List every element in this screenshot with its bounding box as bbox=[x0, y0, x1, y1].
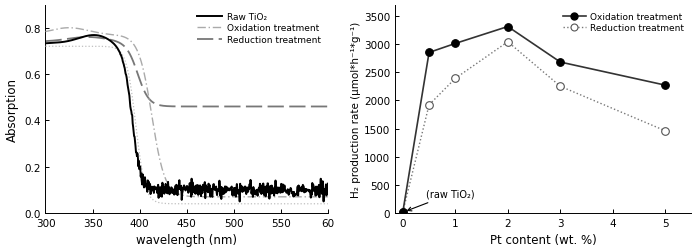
Text: (raw TiO₂): (raw TiO₂) bbox=[408, 189, 475, 211]
X-axis label: Pt content (wt. %): Pt content (wt. %) bbox=[490, 234, 597, 246]
Y-axis label: Absorption: Absorption bbox=[6, 77, 19, 141]
X-axis label: wavelength (nm): wavelength (nm) bbox=[136, 234, 237, 246]
Y-axis label: H₂ production rate (μmol*h⁻¹*g⁻¹): H₂ production rate (μmol*h⁻¹*g⁻¹) bbox=[351, 22, 361, 197]
Legend: Raw TiO₂, Oxidation treatment, Reduction treatment: Raw TiO₂, Oxidation treatment, Reduction… bbox=[194, 10, 323, 48]
Legend: Oxidation treatment, Reduction treatment: Oxidation treatment, Reduction treatment bbox=[560, 10, 687, 36]
